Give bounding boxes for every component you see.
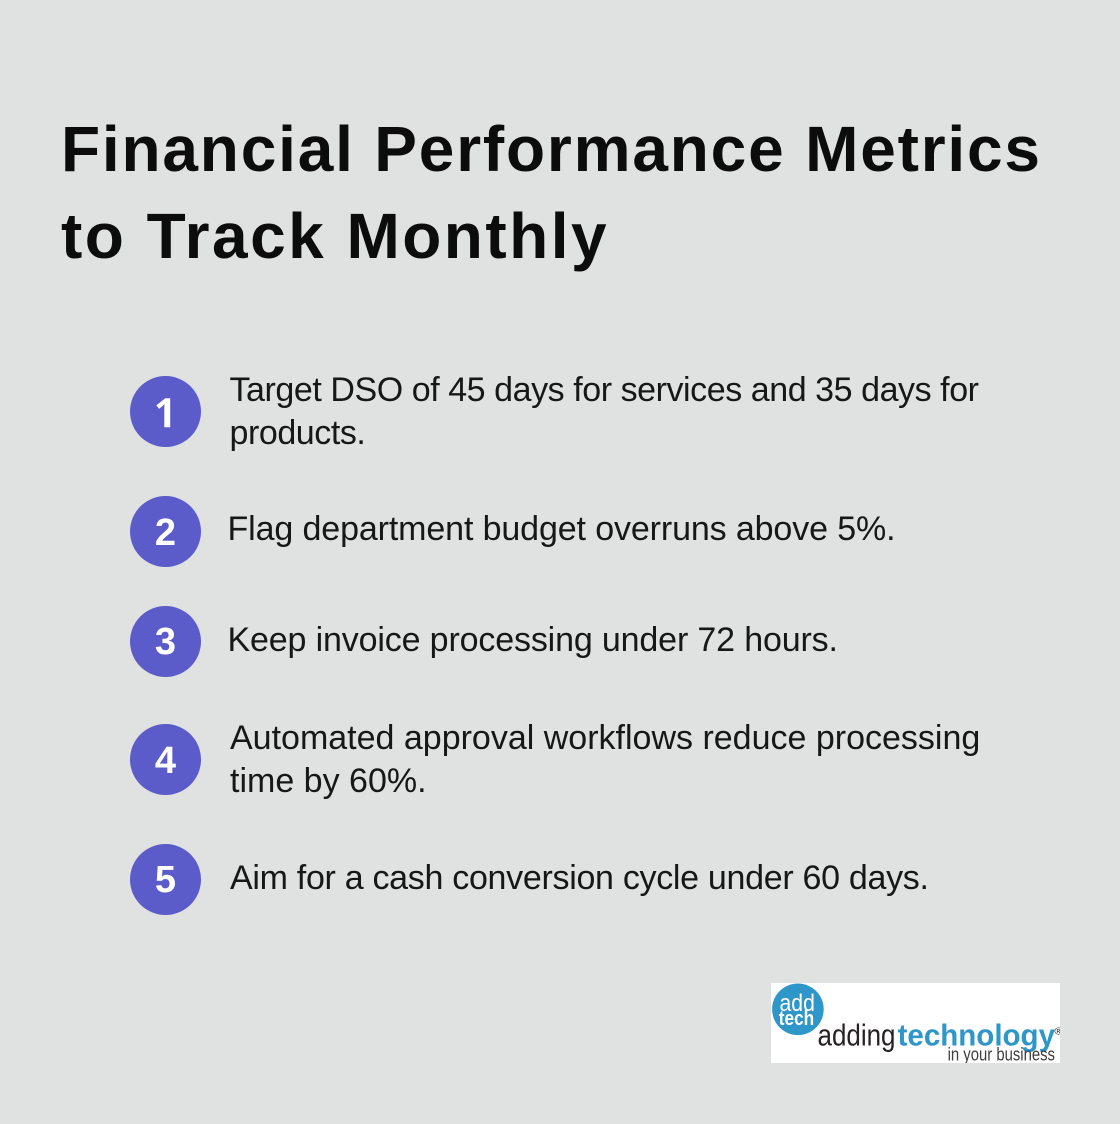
svg-text:add: add <box>780 990 815 1017</box>
svg-text:technology: technology <box>898 1018 1056 1053</box>
svg-text:®: ® <box>1055 1026 1061 1038</box>
svg-text:adding: adding <box>818 1018 896 1053</box>
svg-text:in your business: in your business <box>948 1044 1055 1063</box>
svg-text:tech: tech <box>779 1008 814 1030</box>
